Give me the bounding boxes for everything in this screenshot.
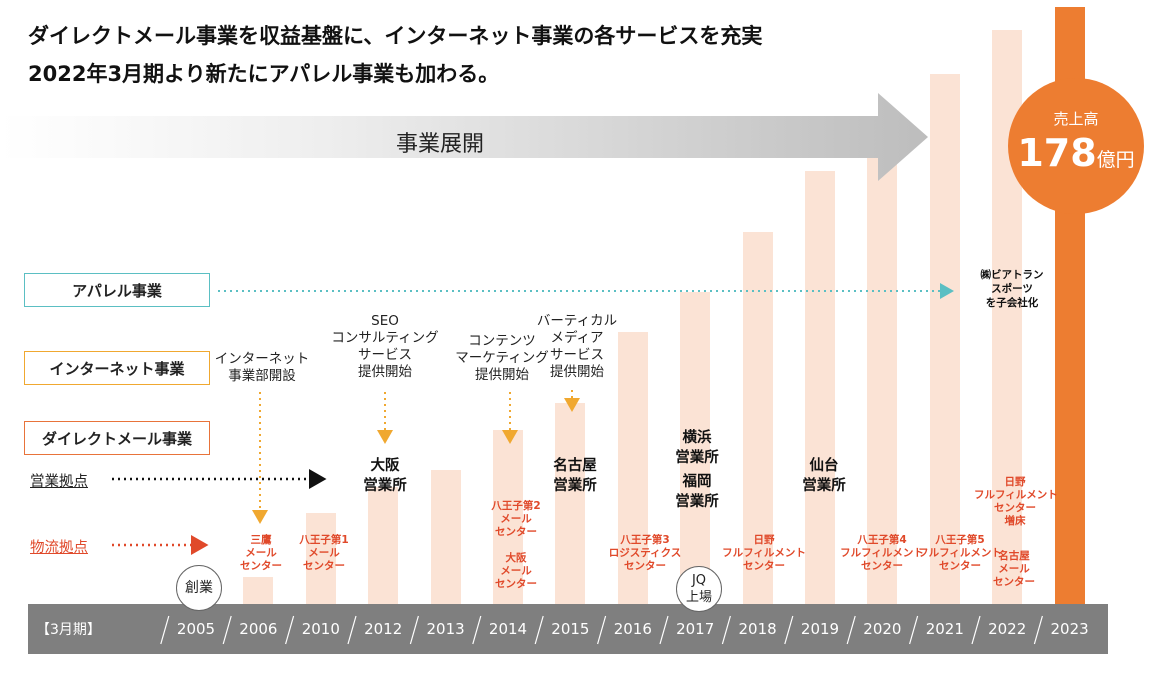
office-fukuoka: 福岡 営業所 <box>675 474 719 510</box>
logistics-nagoya-mail: 名古屋 メール センター <box>993 550 1035 588</box>
year-tick-2012: 2012 <box>364 620 403 638</box>
logistics-hachioji-4: 八王子第4 フルフィルメント センター <box>840 534 924 572</box>
logistics-hachioji-3: 八王子第3 ロジスティクス センター <box>608 534 682 572</box>
year-tick-2022: 2022 <box>988 620 1027 638</box>
sales-badge: 売上高 178億円 <box>1008 78 1144 214</box>
sales-unit: 億円 <box>1096 149 1135 171</box>
bar-2017 <box>680 291 711 604</box>
annotation-content-marketing: コンテンツ マーケティング 提供開始 <box>455 333 549 383</box>
year-tick-2005: 2005 <box>176 620 216 638</box>
segment-internet: インターネット事業 <box>24 351 210 385</box>
bar-2019 <box>805 171 835 604</box>
axis-separator <box>1033 615 1043 645</box>
year-tick-2015: 2015 <box>551 620 590 638</box>
annotation-apparel-subsidiary: ㈱ビアトラン スポーツ を子会社化 <box>980 269 1044 309</box>
axis-separator <box>721 615 731 645</box>
sales-title: 売上高 <box>1053 110 1099 128</box>
annotation-seo: SEO コンサルティング サービス 提供開始 <box>331 313 439 380</box>
year-tick-2017: 2017 <box>676 620 715 638</box>
bar-2015 <box>555 402 586 604</box>
annotation-internet-division: インターネット 事業部開設 <box>214 351 310 384</box>
segment-direct-mail: ダイレクトメール事業 <box>24 421 210 455</box>
logistics-hachioji-5: 八王子第5 フルフィルメント センター <box>918 534 1002 572</box>
segment-apparel: アパレル事業 <box>24 273 210 307</box>
year-tick-2010: 2010 <box>301 620 340 638</box>
bar-2014 <box>493 429 523 604</box>
year-tick-2019: 2019 <box>800 620 840 638</box>
year-tick-2006: 2006 <box>239 620 278 638</box>
bar-2012 <box>368 486 399 604</box>
logistics-hino-expansion: 日野 フルフィルメント センター 増床 <box>974 476 1058 527</box>
sales-office-row-label: 営業拠点 <box>30 474 88 490</box>
logistics-hachioji-2: 八王子第2 メール センター <box>491 500 541 538</box>
logistics-hino: 日野 フルフィルメント センター <box>722 534 806 572</box>
office-osaka: 大阪 営業所 <box>363 458 407 494</box>
year-tick-2018: 2018 <box>738 620 777 638</box>
year-axis <box>28 604 1108 654</box>
bar-2021 <box>929 73 960 604</box>
bar-2010 <box>305 513 336 604</box>
axis-separator <box>909 615 919 645</box>
logistics-hachioji-1: 八王子第1 メール センター <box>299 534 349 572</box>
year-tick-2021: 2021 <box>925 620 964 638</box>
bar-2018 <box>742 231 773 604</box>
axis-separator <box>472 615 482 645</box>
period-label: 【3月期】 <box>36 622 101 638</box>
bar-2020 <box>867 117 898 604</box>
logistics-osaka-mail: 大阪 メール センター <box>495 552 537 590</box>
year-tick-2013: 2013 <box>426 620 465 638</box>
bar-2013 <box>430 469 461 604</box>
business-expansion-arrow <box>0 93 928 181</box>
axis-separator <box>784 615 794 645</box>
year-tick-2014: 2014 <box>488 620 528 638</box>
heading-line-1: ダイレクトメール事業を収益基盤に、インターネット事業の各サービスを充実 <box>28 24 763 48</box>
axis-separator <box>659 615 669 645</box>
logistics-mitaka: 三鷹 メール センター <box>240 534 282 572</box>
office-nagoya: 名古屋 営業所 <box>553 458 597 494</box>
axis-separator <box>971 615 981 645</box>
year-tick-2016: 2016 <box>613 620 652 638</box>
founded-badge: 創業 <box>176 565 222 611</box>
axis-separator <box>160 615 170 645</box>
office-yokohama: 横浜 営業所 <box>675 430 719 466</box>
sales-value: 178 <box>1017 131 1097 175</box>
annotation-vertical-media: バーティカル メディア サービス 提供開始 <box>536 313 618 380</box>
year-tick-2020: 2020 <box>863 620 902 638</box>
axis-separator <box>409 615 419 645</box>
bar-2016 <box>617 332 648 604</box>
axis-separator <box>347 615 357 645</box>
office-sendai: 仙台 営業所 <box>802 458 846 494</box>
year-tick-2023: 2023 <box>1050 620 1089 638</box>
bar-2006 <box>243 577 274 604</box>
listing-badge: JQ 上場 <box>676 566 722 612</box>
banner-label: 事業展開 <box>396 132 485 157</box>
axis-separator <box>846 615 856 645</box>
axis-separators <box>160 615 1043 645</box>
axis-separator <box>534 615 544 645</box>
axis-separator <box>222 615 232 645</box>
heading-line-2: 2022年3月期より新たにアパレル事業も加わる。 <box>28 62 500 86</box>
axis-separator <box>285 615 295 645</box>
logistics-row-label: 物流拠点 <box>30 540 88 556</box>
axis-separator <box>597 615 607 645</box>
